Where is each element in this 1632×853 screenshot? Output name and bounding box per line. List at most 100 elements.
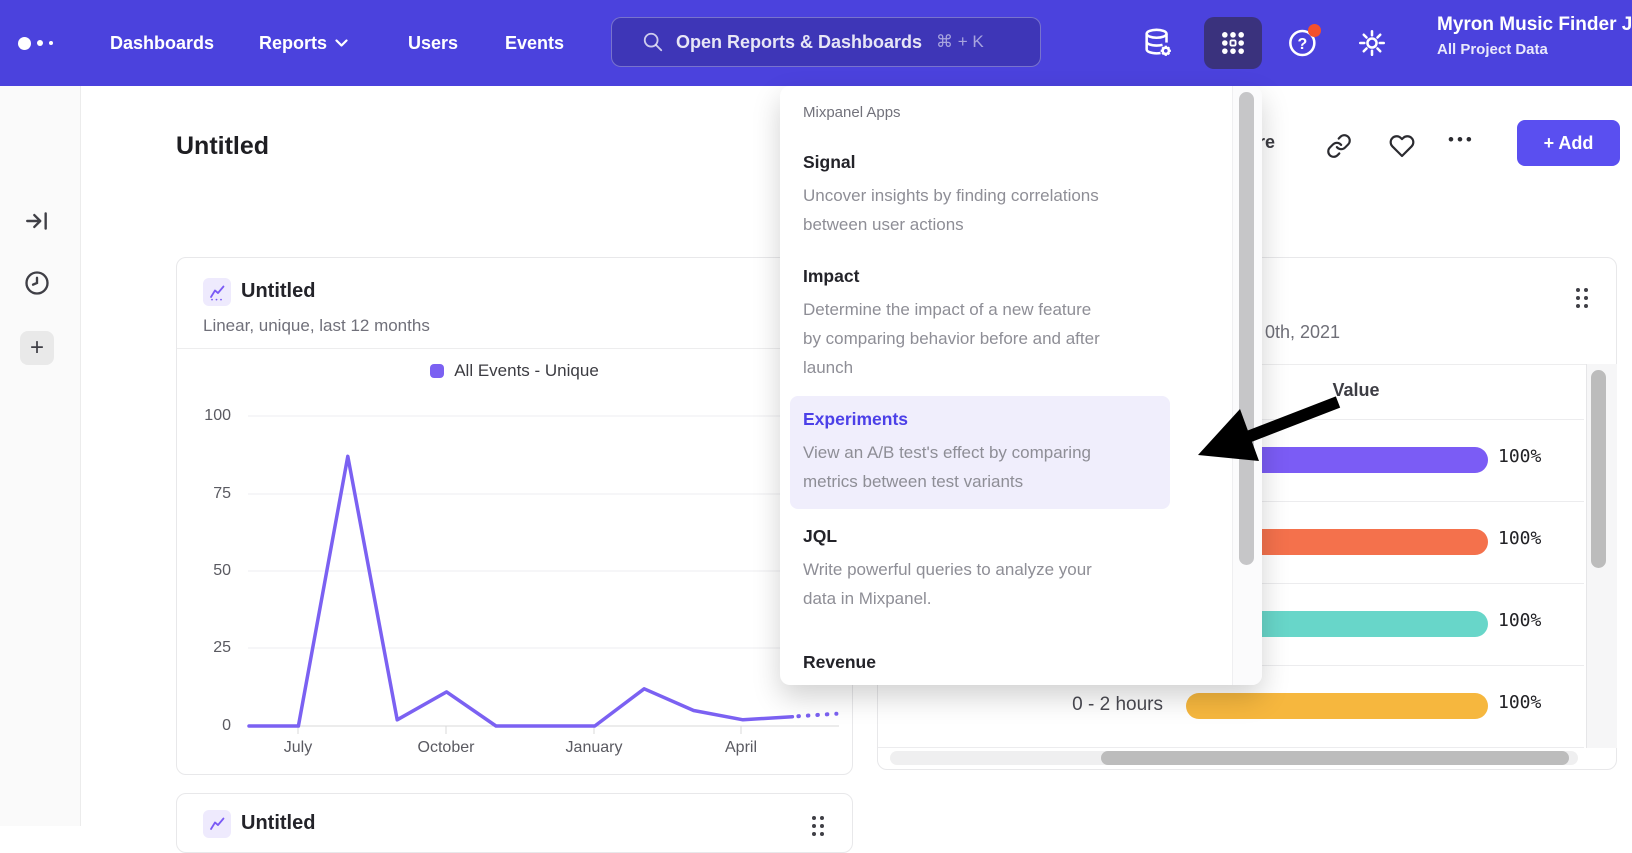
insights-chart-icon [203, 278, 231, 306]
series-projection-dotted [796, 711, 839, 719]
plus-icon: + [29, 334, 44, 361]
value-cell: 100% [1498, 692, 1542, 713]
chart-card-title[interactable]: Untitled [241, 280, 316, 302]
table-row[interactable]: 0 - 2 hours 100% [878, 665, 1584, 747]
horizontal-scrollbar-thumb[interactable] [1101, 751, 1569, 765]
apps-dropdown: Mixpanel Apps Signal Uncover insights by… [780, 86, 1262, 685]
user-menu[interactable]: Myron Music Finder J All Project Data [1437, 14, 1632, 58]
clock-icon [25, 271, 49, 295]
y-tick: 100 [204, 407, 231, 424]
apps-grid-icon [1222, 32, 1244, 54]
share-label-fragment[interactable]: re [1258, 132, 1276, 152]
menu-item-description: Uncover insights by finding correlations… [803, 186, 1099, 234]
menu-item-signal[interactable]: Signal Uncover insights by finding corre… [790, 139, 1170, 252]
divider [878, 747, 1584, 748]
row-label: 0 - 2 hours [1072, 694, 1163, 715]
settings-button[interactable] [1346, 17, 1398, 69]
x-tick: January [565, 739, 623, 756]
drag-handle-icon[interactable] [812, 816, 824, 836]
help-button[interactable]: ? [1277, 17, 1329, 69]
menu-item-description: Determine the impact of a new feature by… [803, 300, 1100, 377]
arrow-to-right-icon [26, 212, 47, 230]
search-placeholder: Open Reports & Dashboards [676, 31, 923, 52]
chart-card: Untitled Linear, unique, last 12 months … [176, 257, 853, 775]
second-chart-card: Untitled [176, 793, 853, 853]
vertical-scrollbar[interactable] [1586, 364, 1617, 748]
line-chart[interactable] [177, 258, 854, 776]
menu-item-name: Signal [803, 152, 856, 172]
y-tick: 50 [213, 562, 231, 579]
menu-item-jql[interactable]: JQL Write powerful queries to analyze yo… [790, 513, 1170, 626]
date-range-fragment: 0th, 2021 [1265, 322, 1341, 342]
link-icon [1327, 134, 1351, 158]
dropdown-scrollbar-thumb[interactable] [1239, 92, 1254, 565]
menu-item-description: Write powerful queries to analyze your d… [803, 560, 1092, 608]
value-cell: 100% [1498, 610, 1542, 631]
nav-dashboards-label: Dashboards [110, 32, 215, 53]
nav-reports[interactable]: Reports [259, 0, 348, 86]
apps-menu-header: Mixpanel Apps [803, 104, 901, 121]
add-board-button[interactable]: + [20, 331, 54, 365]
menu-item-description: View an A/B test's effect by comparing m… [803, 443, 1091, 491]
y-tick: 25 [213, 639, 231, 656]
menu-item-experiments[interactable]: Experiments View an A/B test's effect by… [790, 396, 1170, 509]
menu-item-name: Impact [803, 266, 860, 286]
y-tick: 0 [222, 717, 231, 734]
favorite-button[interactable] [1384, 128, 1420, 164]
drag-handle-icon[interactable] [1576, 288, 1588, 308]
menu-item-revenue[interactable]: Revenue [790, 639, 1170, 685]
x-tick: October [417, 739, 475, 756]
value-column-header[interactable]: Value [1332, 380, 1380, 400]
search-input[interactable]: Open Reports & Dashboards ⌘ + K [611, 17, 1041, 67]
mixpanel-logo[interactable] [18, 0, 53, 86]
legend-swatch [430, 364, 445, 378]
database-gear-icon [1145, 28, 1171, 56]
horizontal-scrollbar[interactable] [890, 751, 1578, 765]
legend-label: All Events - Unique [454, 361, 599, 380]
topbar: Dashboards Reports Users Events Open Rep… [0, 0, 1632, 86]
nav-users[interactable]: Users [408, 0, 458, 86]
menu-item-name: Revenue [803, 652, 876, 672]
series-line [247, 454, 795, 728]
menu-item-name: JQL [803, 526, 838, 546]
page-title: Untitled [176, 132, 270, 160]
nav-reports-label: Reports [259, 32, 328, 53]
more-actions-button[interactable]: ••• [1448, 130, 1475, 149]
menu-item-name: Experiments [803, 409, 909, 429]
nav-events[interactable]: Events [505, 0, 564, 86]
second-card-title[interactable]: Untitled [241, 812, 316, 834]
project-name: All Project Data [1437, 41, 1548, 58]
chart-card-subtitle: Linear, unique, last 12 months [203, 316, 430, 335]
help-icon: ? [1289, 29, 1316, 57]
user-name: Myron Music Finder J [1437, 14, 1632, 35]
search-shortcut: ⌘ + K [936, 32, 984, 51]
nav-dashboards[interactable]: Dashboards [110, 0, 214, 86]
heart-icon [1389, 135, 1415, 158]
value-bar [1186, 693, 1488, 719]
copy-link-button[interactable] [1321, 128, 1357, 164]
gear-icon [1359, 30, 1385, 56]
x-tick: July [283, 739, 313, 756]
svg-text:?: ? [1297, 36, 1307, 53]
notification-dot [1308, 24, 1321, 37]
search-icon [643, 32, 663, 52]
vertical-scrollbar-thumb[interactable] [1591, 370, 1606, 568]
apps-menu-button[interactable] [1204, 17, 1262, 69]
recent-button[interactable] [20, 266, 54, 300]
add-button[interactable]: + Add [1517, 120, 1620, 166]
value-cell: 100% [1498, 528, 1542, 549]
divider [177, 348, 852, 349]
nav-events-label: Events [505, 32, 565, 53]
sidebar: + [0, 86, 81, 826]
add-button-label: + Add [1543, 132, 1594, 153]
chevron-down-icon [335, 38, 348, 47]
y-tick: 75 [213, 485, 231, 502]
insights-chart-icon [203, 810, 231, 838]
nav-users-label: Users [408, 32, 459, 53]
menu-item-impact[interactable]: Impact Determine the impact of a new fea… [790, 253, 1170, 395]
data-management-button[interactable] [1132, 17, 1184, 69]
x-tick: April [724, 739, 758, 756]
value-cell: 100% [1498, 446, 1542, 467]
chart-legend[interactable]: All Events - Unique [177, 361, 852, 381]
collapse-panel-button[interactable] [20, 204, 54, 238]
